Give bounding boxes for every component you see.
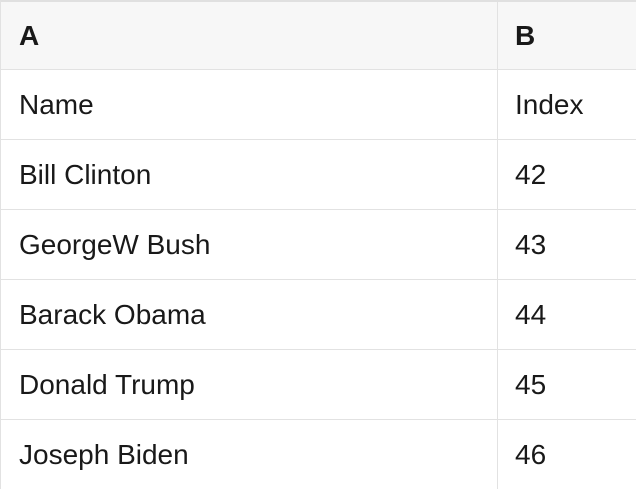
table-row: Donald Trump 45 xyxy=(1,350,636,420)
cell-name[interactable]: Barack Obama xyxy=(1,280,498,349)
column-header-a[interactable]: A xyxy=(1,2,498,69)
table-header-row: A B xyxy=(1,2,636,70)
cell-index[interactable]: 42 xyxy=(515,158,547,190)
cell-index-label[interactable]: Index xyxy=(515,88,584,120)
cell-name[interactable]: GeorgeW Bush xyxy=(1,210,498,279)
cell-name[interactable]: Bill Clinton xyxy=(1,140,498,209)
table-row: Joseph Biden 46 xyxy=(1,420,636,489)
column-header-b[interactable]: B xyxy=(515,19,536,51)
table-row: GeorgeW Bush 43 xyxy=(1,210,636,280)
cell-index[interactable]: 45 xyxy=(515,368,547,400)
cell-index[interactable]: 43 xyxy=(515,228,547,260)
table-row: Barack Obama 44 xyxy=(1,280,636,350)
table-row: Bill Clinton 42 xyxy=(1,140,636,210)
cell-index[interactable]: 46 xyxy=(515,439,547,470)
cell-name-label[interactable]: Name xyxy=(1,70,498,139)
table-row: Name Index xyxy=(1,70,636,140)
cell-index[interactable]: 44 xyxy=(515,298,547,330)
cell-name[interactable]: Donald Trump xyxy=(1,350,498,419)
cell-name[interactable]: Joseph Biden xyxy=(1,420,498,489)
